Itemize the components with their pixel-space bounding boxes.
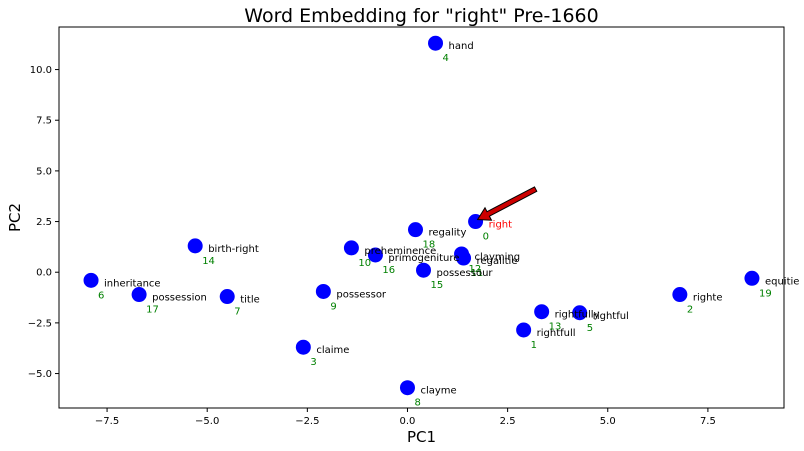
index-label-12: 12 (469, 264, 482, 275)
index-label-11: 11 (471, 268, 484, 279)
point-equitie (744, 270, 760, 286)
word-label-possessour: possessour (437, 268, 494, 279)
point-preheminence (343, 240, 359, 256)
point-regality (407, 222, 423, 238)
index-label-13: 13 (549, 322, 562, 333)
index-label-9: 9 (330, 301, 336, 312)
y-tick-label: 0.0 (36, 268, 52, 279)
x-tick-label: −5.0 (195, 416, 219, 427)
point-hand (428, 35, 444, 51)
y-tick-label: 7.5 (36, 116, 52, 127)
index-label-7: 7 (234, 307, 240, 318)
word-label-primogeniture: primogeniture (388, 253, 459, 264)
index-label-4: 4 (443, 53, 449, 64)
point-rightful (572, 305, 588, 321)
y-axis-ticks: −5.0 −2.5 0.0 2.5 5.0 7.5 10.0 (28, 65, 59, 380)
word-label-hand: hand (449, 41, 474, 52)
point-claime (295, 339, 311, 355)
index-label-14: 14 (202, 256, 215, 267)
chart-title: Word Embedding for "right" Pre-1660 (244, 5, 598, 27)
scatter-points (83, 35, 760, 396)
x-tick-label: 2.5 (500, 416, 516, 427)
point-birth-right (187, 238, 203, 254)
index-label-2: 2 (687, 305, 693, 316)
index-label-18: 18 (422, 240, 435, 251)
word-label-title: title (240, 295, 260, 306)
word-label-clayming: clayming (475, 252, 521, 263)
point-rightfull (516, 322, 532, 338)
point-primogeniture (367, 247, 383, 263)
x-tick-label: −2.5 (295, 416, 319, 427)
point-rightfully (534, 304, 550, 320)
point-righte (672, 287, 688, 303)
y-tick-label: −5.0 (28, 369, 52, 380)
word-label-possessor: possessor (336, 289, 387, 300)
index-label-5: 5 (587, 323, 593, 334)
index-label-0: 0 (483, 232, 489, 243)
word-label-possession: possession (152, 293, 207, 304)
y-tick-label: 10.0 (30, 65, 52, 76)
point-inheritance (83, 272, 99, 288)
annotation-arrow (476, 186, 538, 221)
word-label-birth-right: birth-right (208, 244, 259, 255)
y-tick-label: −2.5 (28, 318, 52, 329)
x-tick-label: −7.5 (95, 416, 119, 427)
index-label-16: 16 (382, 265, 395, 276)
word-label-righte: righte (693, 293, 723, 304)
x-tick-label: 5.0 (600, 416, 616, 427)
word-label-claime: claime (316, 345, 349, 356)
index-label-17: 17 (146, 305, 159, 316)
word-label-regalitie: regalitie (477, 256, 518, 267)
word-label-preheminence: preheminence (364, 246, 436, 257)
point-possessour (416, 262, 432, 278)
index-label-1: 1 (531, 340, 537, 351)
word-label-rightfully: rightfully (555, 310, 600, 321)
point-possessor (315, 283, 331, 299)
y-tick-label: 5.0 (36, 166, 52, 177)
point-clayming (454, 246, 470, 262)
index-label-8: 8 (414, 398, 420, 409)
index-label-19: 19 (759, 288, 772, 299)
y-axis-label: PC2 (6, 203, 24, 232)
word-label-rightful: rightful (593, 311, 629, 322)
point-possession (131, 287, 147, 303)
arrow-shape (476, 186, 538, 221)
word-label-regality: regality (428, 228, 466, 239)
x-axis-label: PC1 (407, 428, 436, 446)
plot-area (58, 26, 785, 409)
x-axis-ticks: −7.5 −5.0 −2.5 0.0 2.5 5.0 7.5 (95, 408, 716, 427)
index-label-10: 10 (358, 258, 371, 269)
point-clayme (399, 380, 415, 396)
word-label-equitie: equitie (765, 276, 799, 287)
y-tick-label: 2.5 (36, 217, 52, 228)
index-label-15: 15 (431, 280, 444, 291)
point-title (219, 289, 235, 305)
index-label-6: 6 (98, 290, 104, 301)
word-label-right: right (489, 220, 513, 231)
word-label-clayme: clayme (420, 386, 456, 397)
word-label-rightfull: rightfull (537, 328, 576, 339)
x-tick-label: 7.5 (700, 416, 716, 427)
index-label-3: 3 (310, 357, 316, 368)
x-tick-label: 0.0 (400, 416, 416, 427)
word-label-inheritance: inheritance (104, 278, 161, 289)
